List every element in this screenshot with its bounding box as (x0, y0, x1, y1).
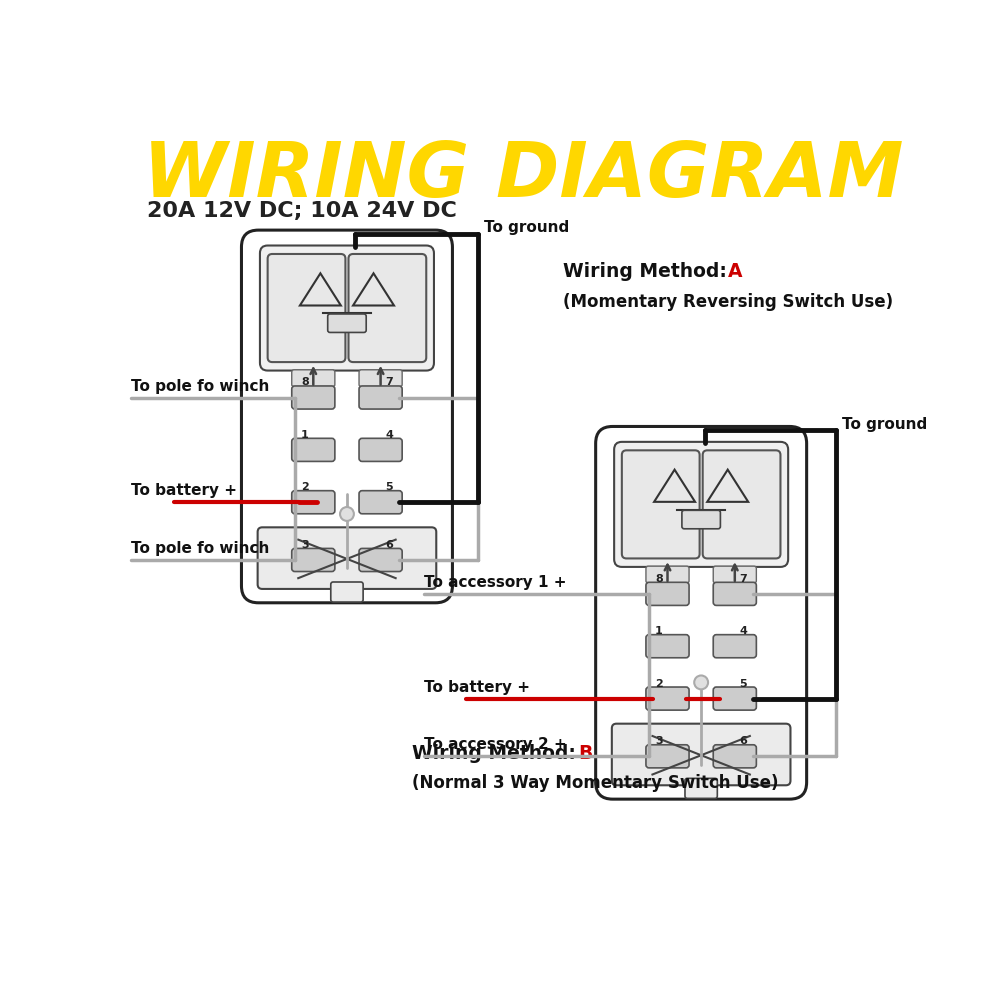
FancyBboxPatch shape (292, 491, 335, 514)
Text: 5: 5 (385, 482, 393, 492)
Text: 6: 6 (385, 540, 393, 550)
FancyBboxPatch shape (713, 582, 756, 605)
Text: To ground: To ground (484, 220, 569, 235)
Text: 2: 2 (301, 482, 309, 492)
FancyBboxPatch shape (359, 370, 402, 387)
Text: To battery +: To battery + (131, 483, 237, 498)
Text: 7: 7 (739, 574, 747, 584)
Text: 8: 8 (301, 377, 309, 387)
FancyBboxPatch shape (612, 724, 790, 785)
FancyBboxPatch shape (713, 745, 756, 768)
FancyBboxPatch shape (614, 442, 788, 567)
FancyBboxPatch shape (331, 582, 363, 602)
Text: 7: 7 (385, 377, 393, 387)
Text: To accessory 2 +: To accessory 2 + (424, 737, 567, 752)
Text: Wiring Method:: Wiring Method: (563, 262, 733, 281)
Text: To accessory 1 +: To accessory 1 + (424, 575, 566, 590)
Text: 4: 4 (739, 626, 747, 636)
FancyBboxPatch shape (328, 314, 366, 332)
FancyBboxPatch shape (685, 778, 717, 798)
Text: To battery +: To battery + (424, 680, 530, 695)
FancyBboxPatch shape (359, 386, 402, 409)
Circle shape (340, 507, 354, 521)
FancyBboxPatch shape (359, 548, 402, 572)
FancyBboxPatch shape (682, 510, 720, 529)
FancyBboxPatch shape (713, 566, 756, 583)
FancyBboxPatch shape (292, 548, 335, 572)
FancyBboxPatch shape (596, 426, 807, 799)
Text: Wiring Method:: Wiring Method: (412, 744, 583, 763)
FancyBboxPatch shape (258, 527, 436, 589)
Text: (Momentary Reversing Switch Use): (Momentary Reversing Switch Use) (563, 293, 893, 311)
Circle shape (694, 675, 708, 689)
FancyBboxPatch shape (713, 687, 756, 710)
Text: B: B (578, 744, 592, 763)
FancyBboxPatch shape (622, 450, 700, 558)
FancyBboxPatch shape (713, 635, 756, 658)
Text: 1: 1 (655, 626, 663, 636)
FancyBboxPatch shape (359, 491, 402, 514)
Text: To pole fo winch: To pole fo winch (131, 541, 270, 556)
Text: WIRING DIAGRAM: WIRING DIAGRAM (143, 139, 903, 213)
Text: (Normal 3 Way Momentary Switch Use): (Normal 3 Way Momentary Switch Use) (412, 774, 779, 792)
FancyBboxPatch shape (241, 230, 452, 603)
FancyBboxPatch shape (268, 254, 345, 362)
FancyBboxPatch shape (646, 687, 689, 710)
FancyBboxPatch shape (292, 438, 335, 461)
FancyBboxPatch shape (646, 582, 689, 605)
Text: 8: 8 (655, 574, 663, 584)
FancyBboxPatch shape (703, 450, 780, 558)
FancyBboxPatch shape (260, 246, 434, 371)
FancyBboxPatch shape (359, 438, 402, 461)
Text: 20A 12V DC; 10A 24V DC: 20A 12V DC; 10A 24V DC (147, 201, 457, 221)
Text: To ground: To ground (842, 417, 927, 432)
FancyBboxPatch shape (646, 566, 689, 583)
Text: 3: 3 (655, 736, 663, 746)
Text: 2: 2 (655, 679, 663, 689)
FancyBboxPatch shape (292, 386, 335, 409)
Text: 3: 3 (301, 540, 309, 550)
FancyBboxPatch shape (646, 745, 689, 768)
Text: To pole fo winch: To pole fo winch (131, 379, 270, 394)
FancyBboxPatch shape (292, 370, 335, 387)
Text: 6: 6 (739, 736, 747, 746)
FancyBboxPatch shape (348, 254, 426, 362)
Text: 4: 4 (385, 430, 393, 440)
FancyBboxPatch shape (646, 635, 689, 658)
Text: 1: 1 (301, 430, 309, 440)
Text: 5: 5 (739, 679, 747, 689)
Text: A: A (728, 262, 743, 281)
